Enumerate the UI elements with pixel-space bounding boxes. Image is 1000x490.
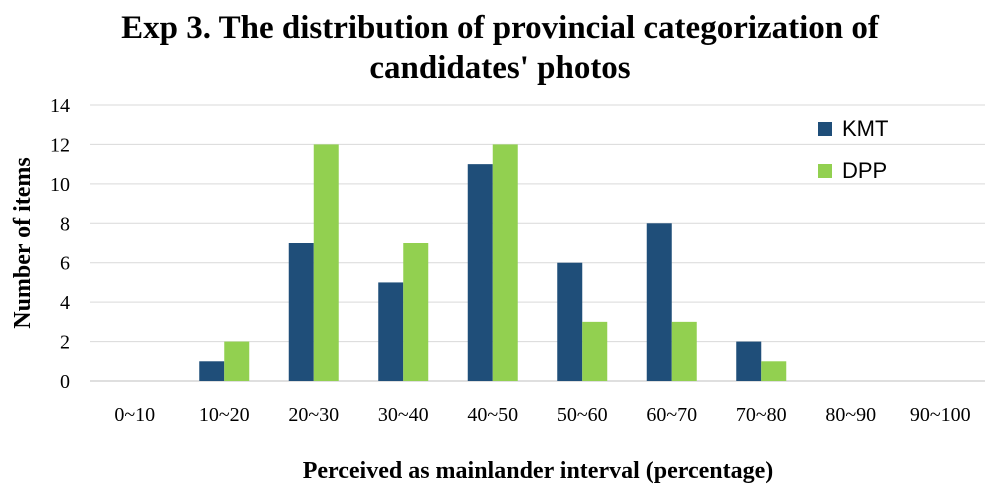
x-tick-label: 30~40 <box>378 404 429 426</box>
legend-label-kmt: KMT <box>842 116 888 141</box>
x-tick-label: 20~30 <box>288 404 339 426</box>
bar-kmt <box>646 223 672 381</box>
x-axis-title: Perceived as mainlander interval (percen… <box>303 458 774 484</box>
y-tick-label: 4 <box>60 292 70 314</box>
x-tick-label: 40~50 <box>467 404 518 426</box>
x-tick-label: 0~10 <box>114 404 155 426</box>
y-tick-label: 14 <box>50 95 70 117</box>
x-tick-label: 70~80 <box>736 404 787 426</box>
x-tick-label: 90~100 <box>910 404 971 426</box>
y-tick-label: 0 <box>60 371 70 393</box>
bar-kmt <box>736 341 762 381</box>
bar-dpp <box>761 361 787 381</box>
legend-swatch-dpp <box>818 164 832 178</box>
y-tick-label: 2 <box>60 332 70 354</box>
y-tick-label: 6 <box>60 253 70 275</box>
bar-dpp <box>313 144 339 381</box>
x-tick-label: 50~60 <box>557 404 608 426</box>
chart-title-line-2: candidates' photos <box>369 50 631 86</box>
y-tick-label: 10 <box>50 174 70 196</box>
legend-swatch-kmt <box>818 122 832 136</box>
bar-kmt <box>199 361 225 381</box>
bar-kmt <box>288 243 314 381</box>
chart-title: Exp 3. The distribution of provincial ca… <box>0 8 1000 88</box>
x-tick-label: 60~70 <box>646 404 697 426</box>
legend-label-dpp: DPP <box>842 158 887 183</box>
bar-dpp <box>671 321 697 381</box>
bar-kmt <box>378 282 404 381</box>
bar-kmt <box>557 262 583 381</box>
bar-kmt <box>467 164 493 381</box>
x-tick-label: 80~90 <box>825 404 876 426</box>
y-tick-label: 12 <box>50 134 70 156</box>
bar-dpp <box>582 321 608 381</box>
x-tick-label: 10~20 <box>199 404 250 426</box>
y-axis-title: Number of items <box>10 157 36 329</box>
chart-title-line-1: Exp 3. The distribution of provincial ca… <box>121 10 879 46</box>
bar-dpp <box>492 144 518 381</box>
bar-dpp <box>403 243 429 381</box>
bar-dpp <box>224 341 250 381</box>
y-tick-label: 8 <box>60 213 70 235</box>
